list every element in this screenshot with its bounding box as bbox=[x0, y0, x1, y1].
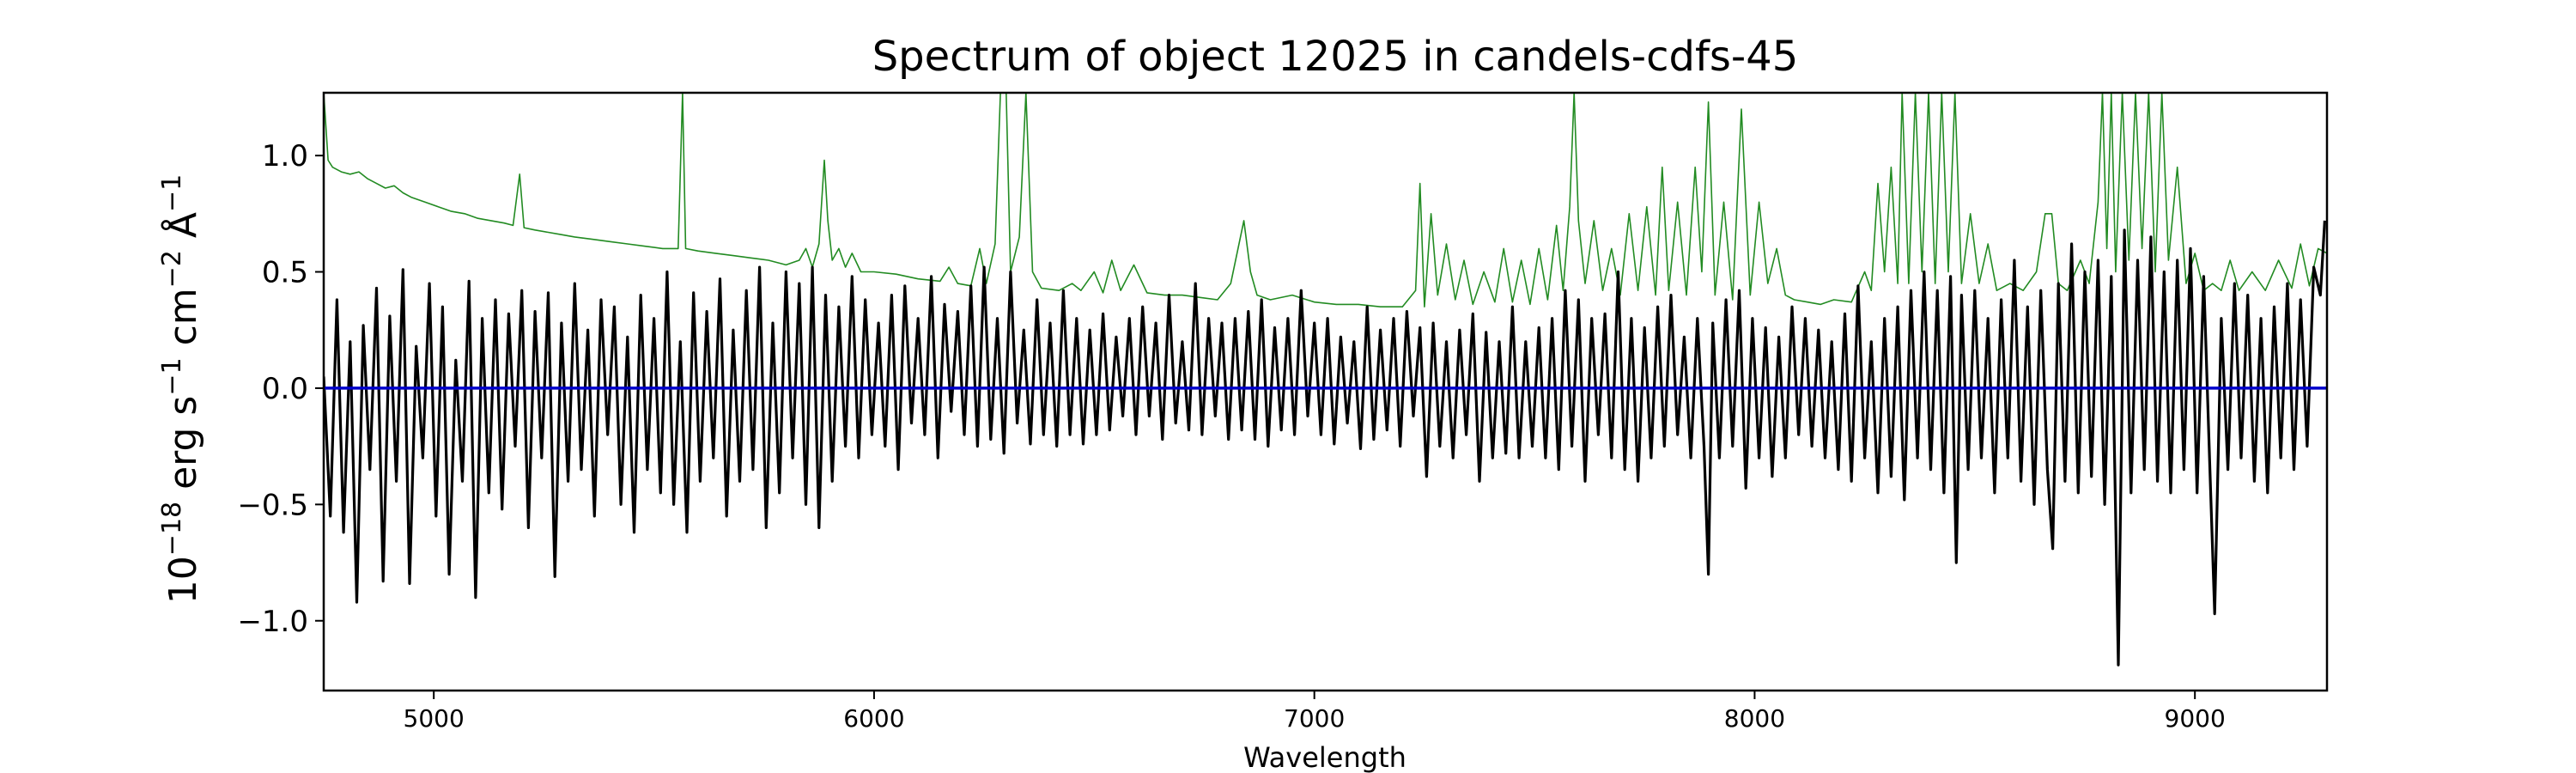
y-label-exp1: −18 bbox=[157, 502, 187, 556]
y-tick-label: 1.0 bbox=[262, 139, 308, 173]
x-tick-label: 5000 bbox=[404, 704, 465, 733]
y-label-mid3: Å bbox=[160, 212, 205, 250]
x-tick-label: 7000 bbox=[1284, 704, 1345, 733]
x-axis-label: Wavelength bbox=[1243, 741, 1406, 773]
y-label-exp3: −2 bbox=[157, 250, 187, 288]
y-label-base: 10 bbox=[161, 556, 205, 604]
x-tick-label: 6000 bbox=[843, 704, 904, 733]
y-label-mid2: cm bbox=[161, 288, 205, 357]
error-series-line bbox=[324, 93, 2327, 308]
y-label-exp4: −1 bbox=[157, 174, 187, 212]
y-tick-label: 0.5 bbox=[262, 256, 308, 290]
x-axis-ticks: 5000 6000 7000 8000 9000 bbox=[404, 691, 2226, 733]
flux-series-line bbox=[324, 220, 2326, 666]
series-layer bbox=[324, 93, 2327, 666]
y-label-mid1: erg s bbox=[161, 396, 205, 502]
y-tick-label: 0.0 bbox=[262, 372, 308, 406]
y-tick-label: −1.0 bbox=[237, 605, 308, 639]
y-axis-label: 10−18 erg s−1 cm−2 Å−1 bbox=[157, 174, 205, 604]
plot-frame bbox=[322, 91, 2329, 692]
x-tick-label: 9000 bbox=[2165, 704, 2226, 733]
y-tick-label: −0.5 bbox=[237, 488, 308, 522]
chart-title: Spectrum of object 12025 in candels-cdfs… bbox=[872, 33, 1799, 81]
x-tick-label: 8000 bbox=[1724, 704, 1785, 733]
y-axis-ticks: −1.0 −0.5 0.0 0.5 1.0 bbox=[237, 139, 324, 639]
y-label-exp2: −1 bbox=[157, 357, 187, 395]
